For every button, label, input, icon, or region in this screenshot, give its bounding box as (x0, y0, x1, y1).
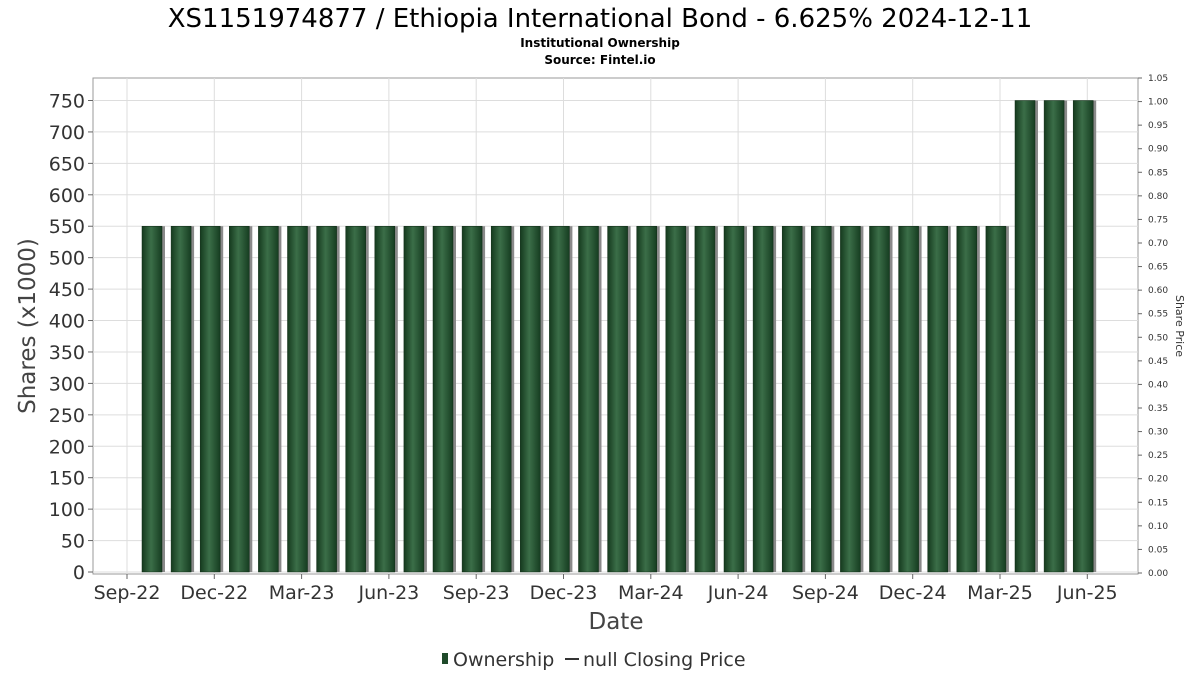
bar (752, 225, 774, 573)
y-axis-ticks: 0 50 100 150 200 250 300 350 400 450 500 550 600 650 7… (49, 91, 93, 584)
y2-tick-label: 0.05 (1148, 545, 1168, 555)
y2-tick-label: 0.90 (1148, 145, 1168, 155)
y-tick-label: 750 (49, 91, 85, 113)
y2-tick-label: 1.05 (1148, 74, 1168, 84)
y2-tick-label: 0.20 (1148, 475, 1168, 485)
bar (578, 225, 599, 573)
y2-tick-label: 0.25 (1148, 451, 1168, 461)
y2-tick-label: 0.80 (1148, 192, 1168, 202)
x-tick-label: Jun-23 (358, 582, 420, 604)
bars (141, 100, 1097, 573)
y-tick-label: 200 (49, 436, 85, 458)
x-tick-label: Mar-23 (269, 582, 335, 604)
y2-tick-label: 0.00 (1148, 569, 1168, 579)
x-tick-label: Jun-24 (707, 582, 769, 604)
bar (490, 225, 512, 573)
y2-tick-label: 0.30 (1148, 428, 1168, 438)
y2-tick-label: 0.65 (1148, 263, 1168, 273)
bar (258, 225, 279, 573)
bar (665, 225, 687, 573)
x-axis-label: Date (589, 609, 644, 635)
bar (345, 225, 366, 573)
y2-tick-label: 0.15 (1148, 498, 1168, 508)
bar (520, 225, 541, 573)
legend-ownership-marker (442, 653, 448, 664)
legend-ownership-label: Ownership (453, 649, 554, 671)
y2-tick-label: 0.35 (1148, 404, 1168, 414)
bar (374, 225, 396, 573)
bar (607, 225, 628, 573)
x-tick-label: Jun-25 (1056, 582, 1118, 604)
y-tick-label: 100 (49, 499, 85, 521)
x-tick-label: Dec-24 (879, 582, 947, 604)
bar (316, 225, 337, 573)
y-tick-label: 300 (49, 373, 85, 395)
bar (403, 225, 425, 573)
y-tick-label: 500 (49, 248, 85, 270)
bar (199, 225, 221, 573)
legend-closing-price-label: null Closing Price (583, 649, 746, 671)
x-tick-label: Sep-22 (94, 582, 161, 604)
bar (636, 225, 657, 573)
bar (1014, 100, 1036, 573)
y2-tick-label: 0.60 (1148, 286, 1168, 296)
x-tick-label: Dec-22 (180, 582, 248, 604)
x-axis-ticks: Sep-22 Dec-22 Mar-23 Jun-23 Sep-23 Dec-23 Mar-… (94, 574, 1118, 604)
bar (287, 225, 308, 573)
bar (141, 225, 163, 573)
y-tick-label: 250 (49, 405, 85, 427)
bar (723, 225, 745, 573)
y-tick-label: 600 (49, 185, 85, 207)
chart-title: XS1151974877 / Ethiopia International Bo… (168, 4, 1033, 34)
y-tick-label: 350 (49, 342, 85, 364)
x-tick-label: Sep-23 (443, 582, 510, 604)
y2-tick-label: 0.10 (1148, 522, 1168, 532)
y-tick-label: 50 (61, 531, 85, 553)
bar (461, 225, 483, 573)
bar (229, 225, 250, 573)
x-tick-label: Sep-24 (792, 582, 859, 604)
bar (1043, 100, 1065, 573)
chart-subtitle: Institutional Ownership (520, 36, 680, 50)
bar (781, 225, 803, 573)
y2-tick-label: 0.85 (1148, 168, 1168, 178)
bar (898, 225, 919, 573)
y-tick-label: 550 (49, 216, 85, 238)
y2-tick-label: 0.40 (1148, 380, 1168, 390)
y2-tick-label: 0.50 (1148, 333, 1168, 343)
x-tick-label: Mar-24 (618, 582, 684, 604)
y-tick-label: 400 (49, 311, 85, 333)
bar (170, 225, 192, 573)
bar (869, 225, 890, 573)
y2-tick-label: 0.70 (1148, 239, 1168, 249)
bar (840, 225, 861, 573)
y-tick-label: 700 (49, 122, 85, 144)
bar (927, 225, 948, 573)
y2-axis-label: Share Price (1173, 295, 1186, 357)
y-tick-label: 650 (49, 153, 85, 175)
bar (811, 225, 832, 573)
y-tick-label: 150 (49, 468, 85, 490)
y2-tick-label: 0.75 (1148, 215, 1168, 225)
y2-tick-label: 0.55 (1148, 310, 1168, 320)
bar (549, 225, 570, 573)
bar (694, 225, 716, 573)
bar (985, 225, 1007, 573)
y2-tick-label: 0.95 (1148, 121, 1168, 131)
chart-source: Source: Fintel.io (544, 53, 655, 67)
y-tick-label: 450 (49, 279, 85, 301)
y2-axis-ticks: 0.00 0.05 0.10 0.15 0.20 0.25 0.30 0.35 0.40 0.45… (1138, 74, 1168, 579)
x-tick-label: Mar-25 (967, 582, 1033, 604)
bar (956, 225, 978, 573)
y-axis-label: Shares (x1000) (15, 238, 41, 414)
y-tick-label: 0 (73, 562, 85, 584)
y2-tick-label: 0.45 (1148, 357, 1168, 367)
bar (1072, 100, 1094, 573)
y2-tick-label: 1.00 (1148, 98, 1168, 108)
x-tick-label: Dec-23 (530, 582, 598, 604)
bar (432, 225, 454, 573)
legend: Ownership null Closing Price (442, 649, 746, 671)
